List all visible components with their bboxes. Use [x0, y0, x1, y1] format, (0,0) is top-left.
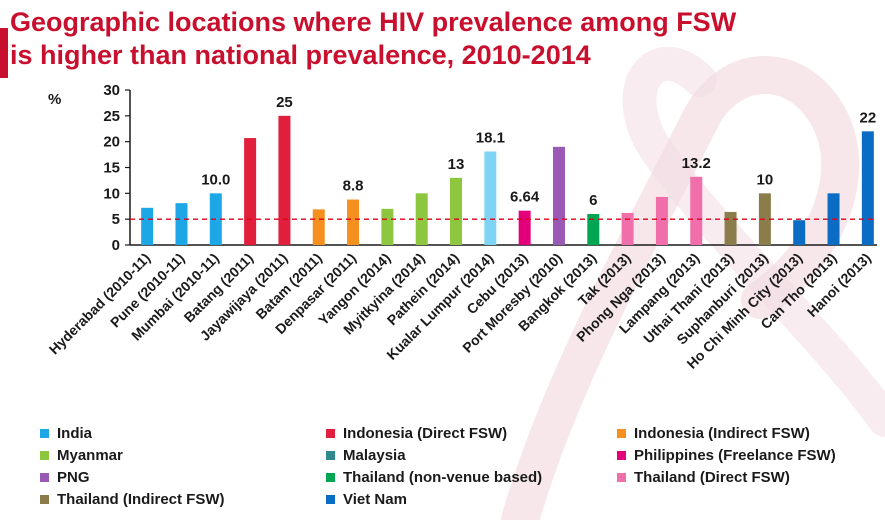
- bar: [724, 211, 737, 245]
- y-tick-label: 5: [112, 211, 120, 228]
- legend-swatch: [326, 495, 335, 504]
- data-label: 6: [589, 192, 597, 209]
- bar: [793, 220, 806, 245]
- bar: [861, 131, 874, 245]
- legend-item: India: [40, 425, 92, 442]
- data-label: 10: [757, 171, 774, 188]
- legend-swatch: [326, 473, 335, 482]
- bar: [244, 138, 257, 245]
- data-label: 13: [448, 156, 465, 173]
- legend-label: Thailand (non-venue based): [343, 469, 543, 486]
- bar: [450, 177, 463, 245]
- data-label: 13.2: [682, 155, 711, 172]
- legend-item: Myanmar: [40, 447, 123, 464]
- legend-label: Myanmar: [57, 447, 123, 464]
- legend-item: Malaysia: [326, 447, 406, 464]
- legend-label: Indonesia (Indirect FSW): [634, 425, 810, 442]
- chart-title: Geographic locations where HIV prevalenc…: [10, 6, 880, 72]
- legend-label: Viet Nam: [343, 491, 407, 508]
- data-label: 25: [276, 94, 293, 111]
- data-label: 18.1: [476, 129, 505, 146]
- legend-swatch: [40, 495, 49, 504]
- bar: [312, 209, 325, 245]
- bar: [484, 151, 497, 245]
- bar: [278, 115, 291, 245]
- data-label: 22: [859, 109, 876, 126]
- legend-item: Indonesia (Indirect FSW): [617, 425, 810, 442]
- bar: [141, 207, 154, 245]
- legend-label: Thailand (Direct FSW): [634, 469, 790, 486]
- legend-label: PNG: [57, 469, 90, 486]
- bar: [621, 212, 634, 245]
- title-accent-bar: [0, 28, 8, 78]
- bar: [587, 214, 600, 245]
- legend-label: Indonesia (Direct FSW): [343, 425, 508, 442]
- title-line-2: is higher than national prevalence, 2010…: [10, 40, 591, 70]
- data-label: 6.64: [510, 189, 540, 206]
- y-axis-label: %: [48, 91, 61, 108]
- legend-swatch: [326, 429, 335, 438]
- bar: [381, 208, 394, 245]
- legend-item: Thailand (Indirect FSW): [40, 491, 225, 508]
- legend-item: Thailand (non-venue based): [326, 469, 542, 486]
- y-tick-label: 30: [103, 82, 120, 99]
- legend-label: Malaysia: [343, 447, 406, 464]
- legend-swatch: [617, 451, 626, 460]
- legend-item: PNG: [40, 469, 90, 486]
- legend-swatch: [40, 451, 49, 460]
- data-label: 10.0: [201, 171, 230, 188]
- title-line-1: Geographic locations where HIV prevalenc…: [10, 7, 737, 37]
- y-tick-label: 15: [103, 160, 120, 177]
- bar: [690, 176, 703, 245]
- y-tick-label: 25: [103, 108, 120, 125]
- legend-label: Thailand (Indirect FSW): [57, 491, 225, 508]
- bar: [552, 146, 565, 245]
- legend-swatch: [617, 473, 626, 482]
- legend-item: Viet Nam: [326, 491, 407, 508]
- bar: [655, 196, 668, 245]
- legend-label: Philippines (Freelance FSW): [634, 447, 836, 464]
- data-label: 8.8: [343, 178, 364, 195]
- bar: [175, 203, 188, 245]
- legend-swatch: [326, 451, 335, 460]
- legend-item: Thailand (Direct FSW): [617, 469, 790, 486]
- legend-swatch: [40, 429, 49, 438]
- y-tick-label: 20: [103, 134, 120, 151]
- y-tick-label: 0: [112, 237, 120, 254]
- legend-label: India: [57, 425, 93, 442]
- legend-swatch: [617, 429, 626, 438]
- bar: [347, 199, 360, 245]
- legend-item: Philippines (Freelance FSW): [617, 447, 836, 464]
- legend-swatch: [40, 473, 49, 482]
- legend-item: Indonesia (Direct FSW): [326, 425, 507, 442]
- y-tick-label: 10: [103, 185, 120, 202]
